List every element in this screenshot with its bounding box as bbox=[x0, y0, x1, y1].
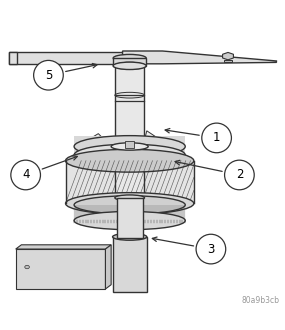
Polygon shape bbox=[9, 52, 123, 64]
Ellipse shape bbox=[74, 196, 185, 214]
Ellipse shape bbox=[74, 144, 185, 166]
Bar bbox=[117, 198, 142, 238]
Ellipse shape bbox=[25, 265, 29, 269]
Polygon shape bbox=[223, 52, 233, 60]
Ellipse shape bbox=[66, 193, 194, 214]
Polygon shape bbox=[145, 152, 156, 164]
Polygon shape bbox=[105, 245, 111, 289]
Polygon shape bbox=[123, 51, 276, 64]
Circle shape bbox=[196, 234, 226, 264]
Text: 5: 5 bbox=[45, 69, 52, 82]
Ellipse shape bbox=[66, 149, 194, 172]
Ellipse shape bbox=[113, 54, 146, 62]
Text: 2: 2 bbox=[236, 169, 243, 182]
Bar bbox=[16, 249, 105, 289]
Circle shape bbox=[11, 160, 40, 190]
Polygon shape bbox=[144, 131, 161, 178]
Polygon shape bbox=[16, 245, 111, 249]
Text: 3: 3 bbox=[207, 243, 215, 255]
Ellipse shape bbox=[111, 143, 148, 150]
Bar bbox=[115, 66, 144, 198]
Text: 4: 4 bbox=[22, 169, 29, 182]
Circle shape bbox=[34, 60, 63, 90]
Polygon shape bbox=[9, 52, 17, 64]
Circle shape bbox=[225, 160, 254, 190]
Bar bbox=[125, 141, 134, 148]
Bar bbox=[74, 136, 185, 155]
Ellipse shape bbox=[74, 212, 185, 230]
Ellipse shape bbox=[113, 62, 146, 70]
Text: 1: 1 bbox=[213, 131, 220, 145]
Polygon shape bbox=[224, 60, 232, 62]
Text: 80a9b3cb: 80a9b3cb bbox=[241, 296, 279, 305]
Ellipse shape bbox=[74, 136, 185, 157]
Bar bbox=[113, 237, 147, 292]
Bar bbox=[74, 205, 185, 220]
Ellipse shape bbox=[115, 195, 144, 201]
Polygon shape bbox=[87, 134, 118, 183]
Bar bbox=[66, 161, 194, 204]
Ellipse shape bbox=[115, 62, 144, 69]
Bar bbox=[113, 58, 146, 66]
Ellipse shape bbox=[113, 233, 147, 240]
Circle shape bbox=[202, 123, 231, 153]
